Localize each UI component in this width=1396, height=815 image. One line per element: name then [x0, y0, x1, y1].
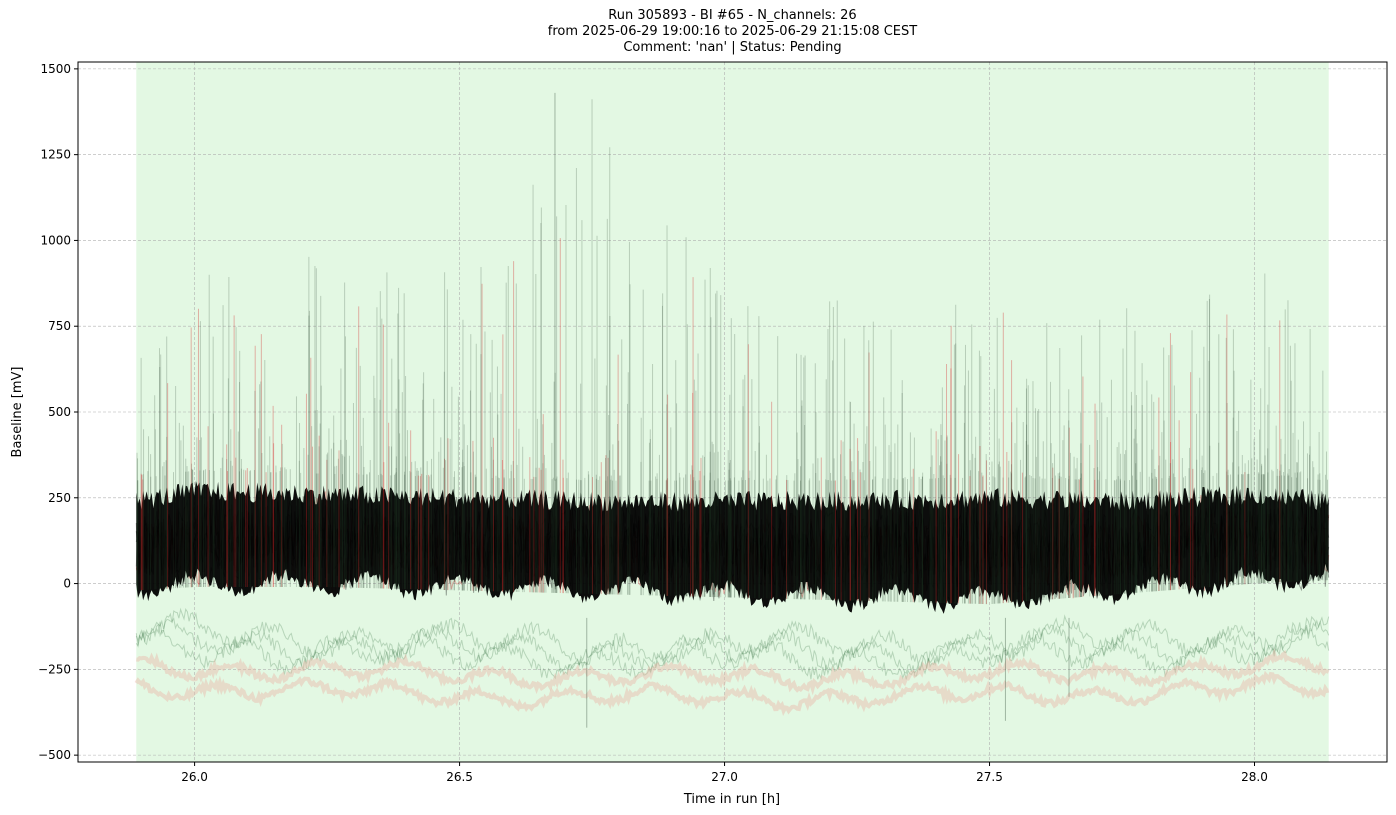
x-tick-label: 27.5 [976, 770, 1003, 784]
y-tick-label: −500 [38, 748, 71, 762]
chart-title: Run 305893 - BI #65 - N_channels: 26 fro… [78, 8, 1387, 56]
y-tick-label: 750 [48, 319, 71, 333]
y-tick-label: 1000 [40, 233, 71, 247]
x-tick-label: 27.0 [711, 770, 738, 784]
series-line-8 [135, 607, 1330, 669]
series-layer [134, 92, 1330, 728]
y-tick-label: 500 [48, 405, 71, 419]
y-tick-label: 250 [48, 491, 71, 505]
title-line-2: from 2025-06-29 19:00:16 to 2025-06-29 2… [547, 24, 918, 39]
series-line-12 [134, 670, 1330, 716]
y-tick-label: 0 [63, 577, 71, 591]
x-tick-label: 26.5 [446, 770, 473, 784]
series-line-9 [135, 615, 1330, 677]
y-axis-label: Baseline [mV] [10, 367, 25, 458]
y-tick-label: 1250 [40, 148, 71, 162]
y-tick-label: 1500 [40, 62, 71, 76]
y-tick-label: −250 [38, 662, 71, 676]
dense-core-band [136, 481, 1329, 614]
x-tick-label: 26.0 [181, 770, 208, 784]
grid-layer [78, 62, 1387, 762]
title-line-3: Comment: 'nan' | Status: Pending [623, 40, 842, 55]
title-line-1: Run 305893 - BI #65 - N_channels: 26 [608, 8, 857, 23]
x-tick-label: 28.0 [1241, 770, 1268, 784]
tick-layer: 26.0 26.5 27.0 27.5 28.0 −500 −250 0 250 500 750 10… [38, 62, 1268, 784]
series-line-10 [135, 621, 1330, 681]
x-axis-label: Time in run [h] [683, 792, 780, 807]
series-line-11 [136, 648, 1330, 696]
